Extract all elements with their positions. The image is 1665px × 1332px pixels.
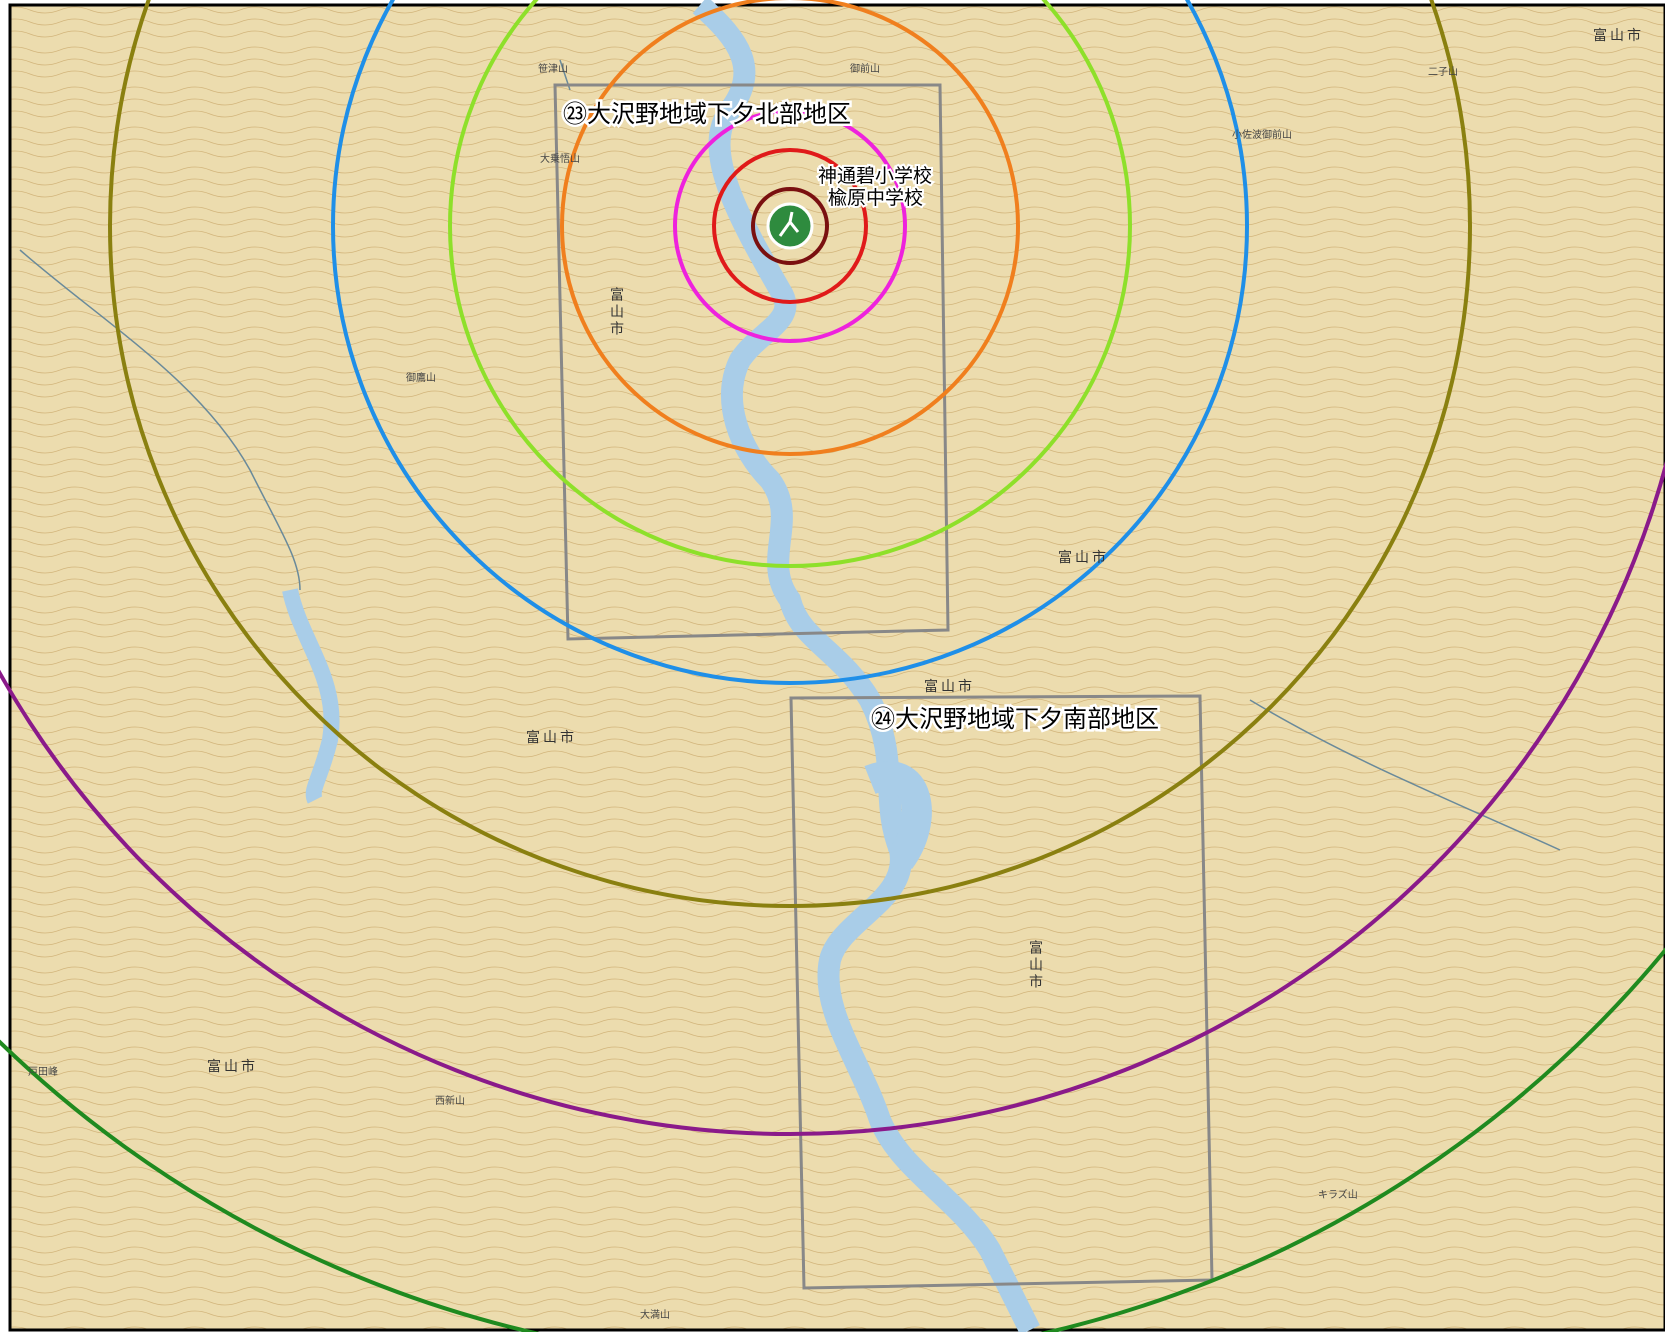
school-icon <box>766 202 814 250</box>
peak-label: 戸田峰 <box>28 1066 58 1078</box>
peak-label: 御鷹山 <box>406 371 436 384</box>
school-label: 神通碧小学校 <box>818 165 932 187</box>
city-label: 富山市 <box>207 1058 258 1075</box>
distance-ring <box>560 0 1020 456</box>
city-label: 富山市 <box>1027 939 1043 991</box>
distance-ring <box>108 0 1472 908</box>
school-icon-figure <box>778 211 800 237</box>
lake <box>864 761 932 869</box>
peak-label: 小佐波御前山 <box>1232 128 1292 141</box>
school-label: 楡原中学校 <box>828 187 923 209</box>
distance-ring <box>448 0 1132 568</box>
peak-label: 大満山 <box>640 1308 670 1321</box>
distance-ring <box>751 187 829 265</box>
distance-ring <box>331 0 1249 685</box>
peak-label: 二子山 <box>1428 66 1458 78</box>
city-label: 富山市 <box>924 678 975 695</box>
city-label: 富山市 <box>1058 549 1109 566</box>
peak-label: 御前山 <box>850 62 880 75</box>
city-label: 富山市 <box>1593 27 1644 44</box>
distance-ring <box>712 148 868 304</box>
distance-ring <box>0 460 1665 1136</box>
river <box>692 0 1040 1332</box>
area-label: ㉔大沢野地域下夕南部地区 <box>871 705 1159 733</box>
area-box <box>553 83 950 641</box>
peak-label: 大乗悟山 <box>540 152 580 165</box>
city-label: 富山市 <box>526 729 577 746</box>
city-label: 富山市 <box>608 286 624 338</box>
peak-label: 笹津山 <box>538 62 568 75</box>
distance-ring <box>673 109 907 343</box>
area-label: ㉓大沢野地域下夕北部地区 <box>563 100 851 128</box>
peak-label: 西新山 <box>435 1094 465 1107</box>
peak-label: キラズ山 <box>1318 1188 1358 1201</box>
